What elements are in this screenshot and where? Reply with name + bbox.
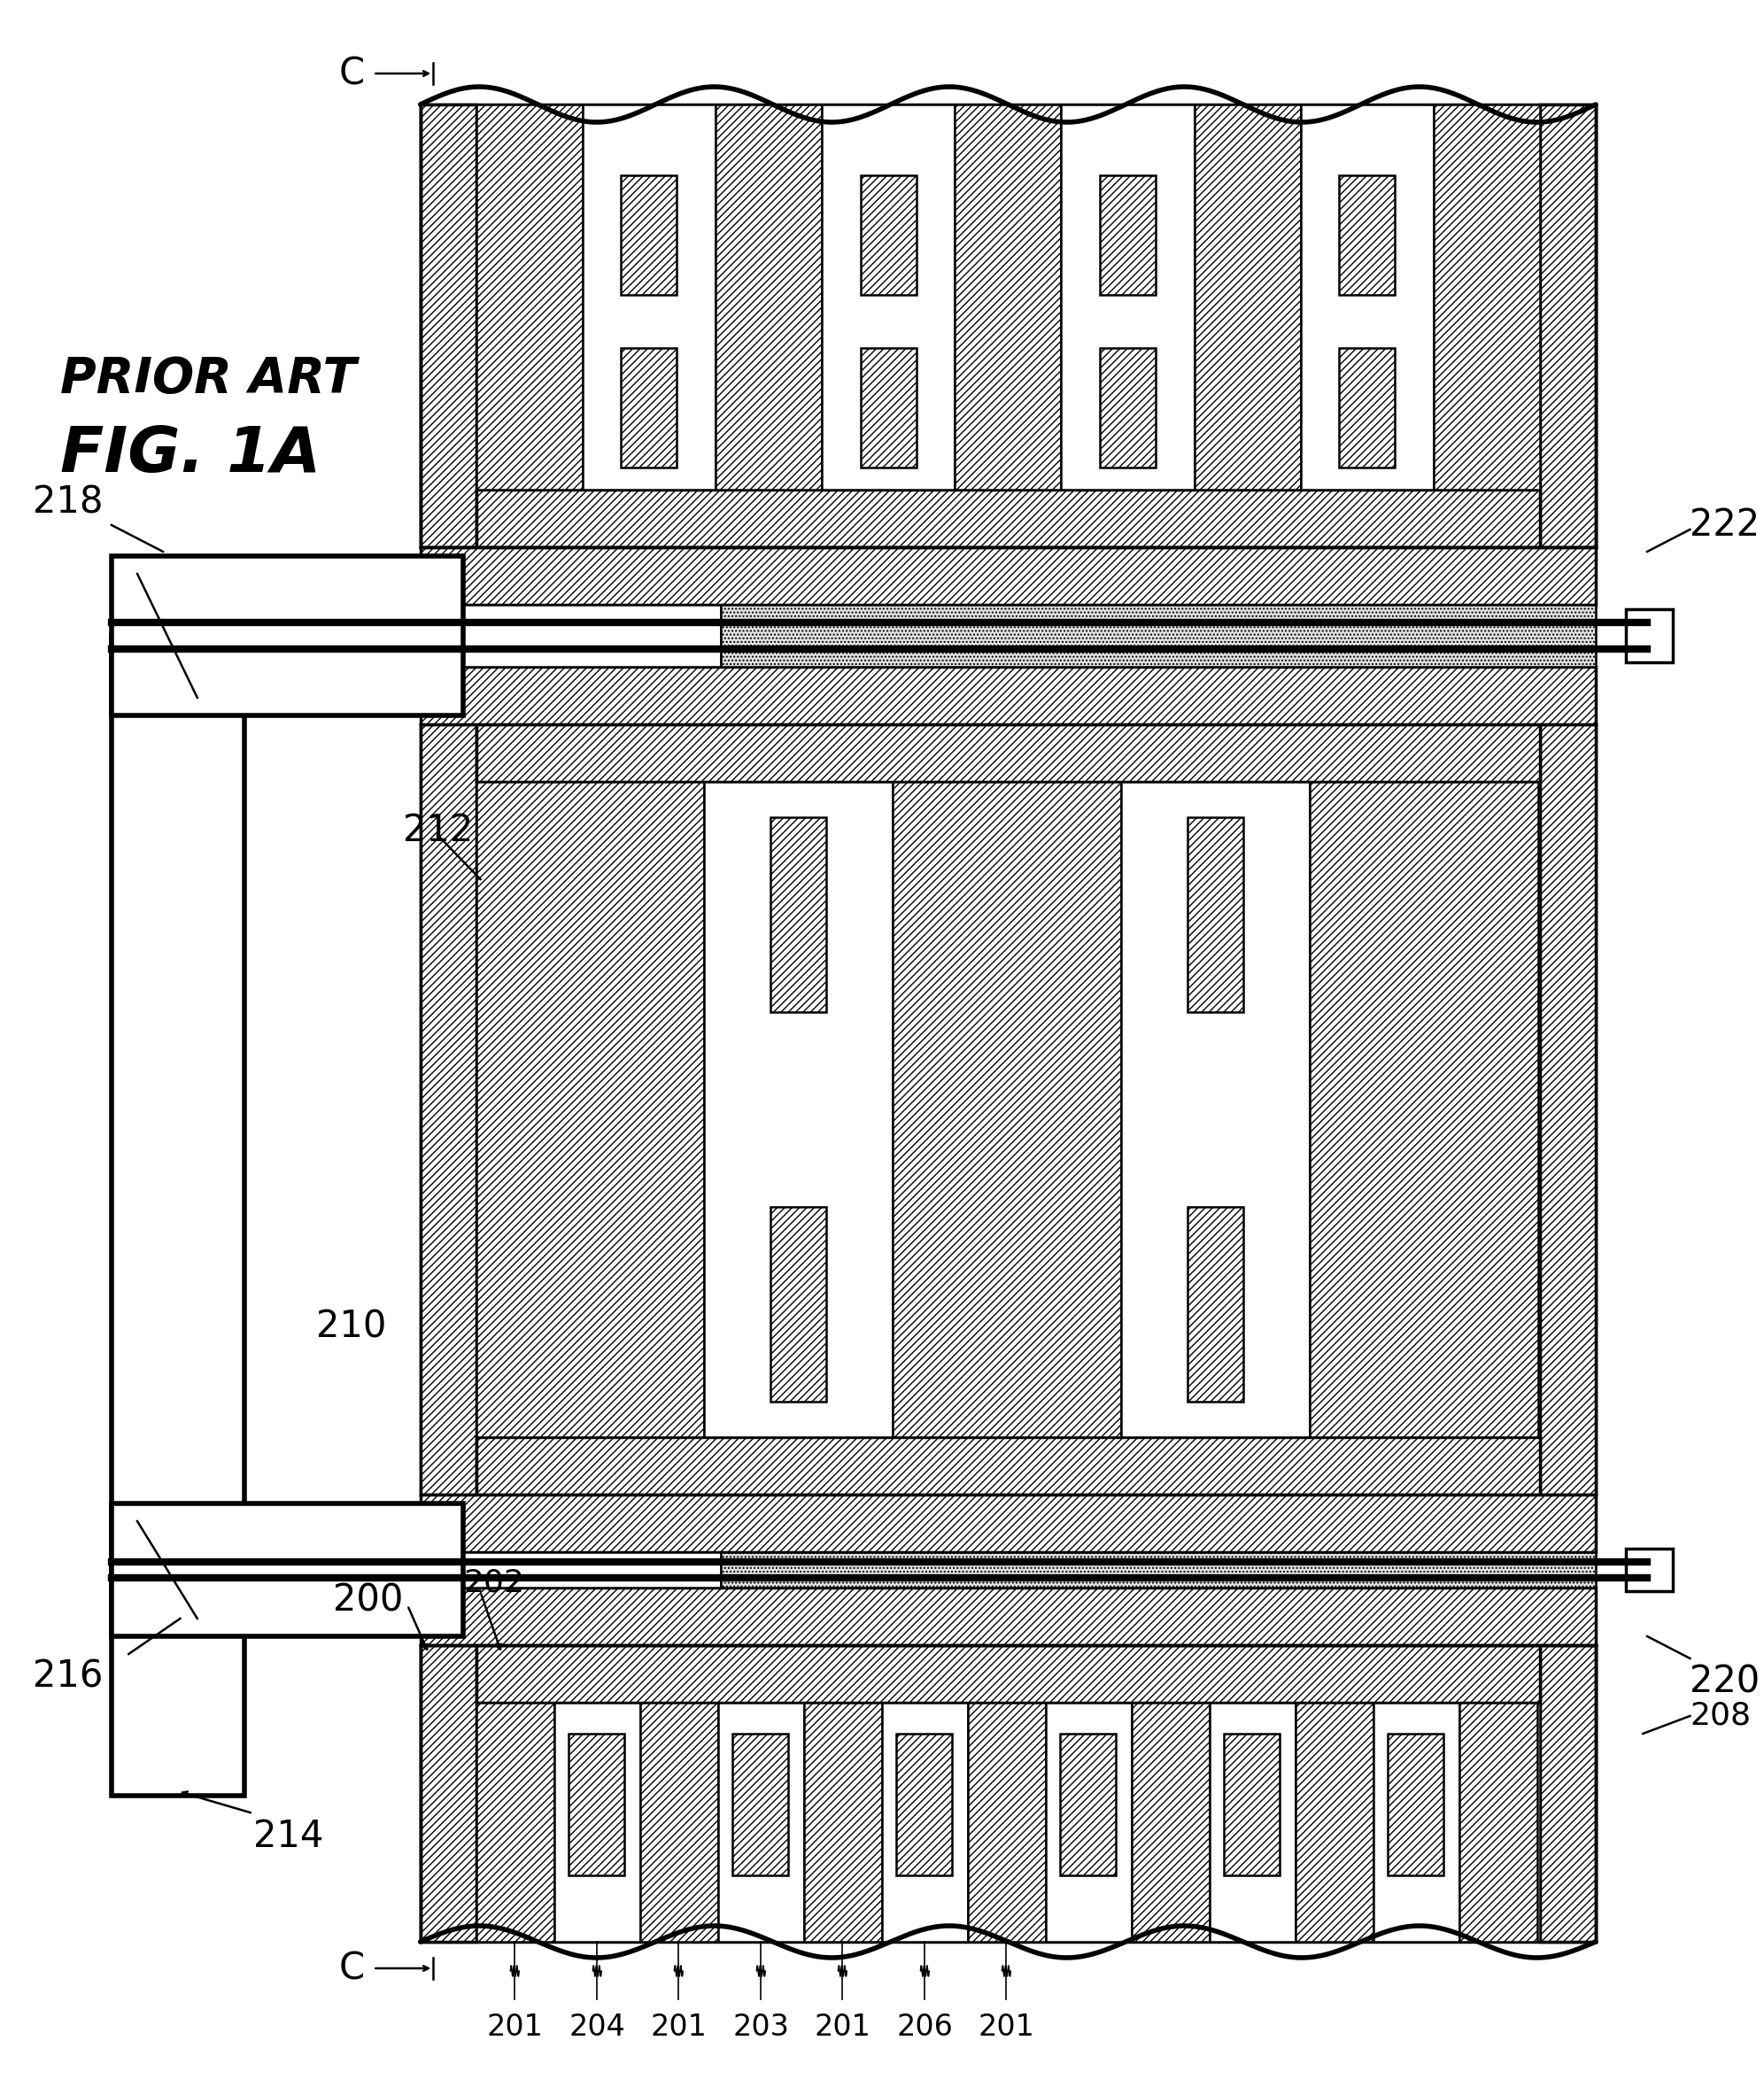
Bar — [1187, 1206, 1244, 1401]
Bar — [1060, 1734, 1117, 1875]
Bar — [420, 1553, 721, 1588]
Bar — [476, 1644, 1540, 1703]
Bar — [1099, 175, 1155, 295]
Bar — [1062, 104, 1194, 491]
Bar — [476, 782, 1540, 1437]
Text: 208: 208 — [1690, 1701, 1752, 1732]
Bar — [1311, 782, 1538, 1437]
Bar — [420, 1588, 1596, 1644]
Text: FIG. 1A: FIG. 1A — [60, 424, 321, 484]
Bar — [1122, 782, 1311, 1437]
Bar — [822, 104, 954, 491]
Bar — [1540, 723, 1596, 1495]
Bar — [771, 817, 826, 1012]
Bar — [420, 1644, 476, 1942]
Bar — [420, 104, 476, 547]
Bar — [420, 1495, 1596, 1553]
Text: 203: 203 — [732, 2012, 789, 2042]
Bar — [861, 347, 916, 468]
Bar — [1300, 104, 1434, 491]
Bar — [111, 636, 245, 1796]
Text: 202: 202 — [464, 1568, 524, 1599]
Bar — [896, 1734, 953, 1875]
Bar — [640, 1703, 718, 1942]
Text: 216: 216 — [34, 1659, 102, 1696]
Bar — [1099, 347, 1155, 468]
Bar — [420, 104, 1596, 547]
Bar — [1540, 1644, 1596, 1942]
Bar — [1374, 1703, 1459, 1942]
Text: 201: 201 — [977, 2012, 1035, 2042]
Bar — [716, 104, 822, 491]
Bar — [1187, 817, 1244, 1012]
Bar — [420, 1644, 1596, 1942]
Bar — [1626, 1549, 1672, 1590]
Text: C: C — [339, 54, 365, 91]
Bar — [1434, 104, 1540, 491]
Bar — [476, 782, 704, 1437]
Bar — [1339, 347, 1395, 468]
Bar — [1540, 104, 1596, 547]
Text: 200: 200 — [333, 1582, 404, 1620]
Bar — [718, 1703, 804, 1942]
Bar — [420, 667, 1596, 723]
Bar — [111, 1503, 464, 1636]
Text: 201: 201 — [487, 2012, 543, 2042]
Bar — [621, 175, 677, 295]
Bar — [732, 1734, 789, 1875]
Bar — [420, 547, 1596, 605]
Text: 201: 201 — [651, 2012, 707, 2042]
Bar — [476, 1437, 1540, 1495]
Bar — [568, 1734, 624, 1875]
Bar — [582, 104, 716, 491]
Bar — [882, 1703, 968, 1942]
Bar — [1194, 104, 1300, 491]
Text: 206: 206 — [896, 2012, 953, 2042]
Text: 220: 220 — [1690, 1663, 1760, 1701]
Text: 201: 201 — [815, 2012, 871, 2042]
Bar — [721, 1553, 1596, 1588]
Bar — [704, 782, 893, 1437]
Bar — [804, 1703, 882, 1942]
Bar — [1131, 1703, 1210, 1942]
Text: 204: 204 — [568, 2012, 626, 2042]
Bar — [1224, 1734, 1281, 1875]
Bar — [476, 1703, 554, 1942]
Bar — [954, 104, 1062, 491]
Bar — [721, 605, 1596, 667]
Bar — [1388, 1734, 1443, 1875]
Text: C: C — [339, 1950, 365, 1988]
Bar — [420, 723, 476, 1495]
Bar — [771, 1206, 826, 1401]
Text: 212: 212 — [404, 813, 473, 848]
Bar — [1046, 1703, 1131, 1942]
Bar — [1295, 1703, 1374, 1942]
Bar — [861, 175, 916, 295]
Bar — [1626, 609, 1672, 663]
Bar — [554, 1703, 640, 1942]
Bar — [111, 555, 464, 715]
Text: PRIOR ART: PRIOR ART — [60, 356, 356, 403]
Text: 214: 214 — [252, 1817, 323, 1854]
Bar — [420, 605, 721, 667]
Bar — [1339, 175, 1395, 295]
Text: 222: 222 — [1690, 507, 1760, 543]
Text: 210: 210 — [316, 1308, 386, 1345]
Bar — [476, 1703, 1540, 1942]
Text: 218: 218 — [32, 484, 102, 520]
Bar — [1459, 1703, 1538, 1942]
Bar — [476, 104, 582, 491]
Bar — [893, 782, 1122, 1437]
Bar — [420, 723, 1596, 1495]
Bar — [968, 1703, 1046, 1942]
Bar — [476, 723, 1540, 782]
Bar — [476, 491, 1540, 547]
Bar — [1210, 1703, 1295, 1942]
Bar — [621, 347, 677, 468]
